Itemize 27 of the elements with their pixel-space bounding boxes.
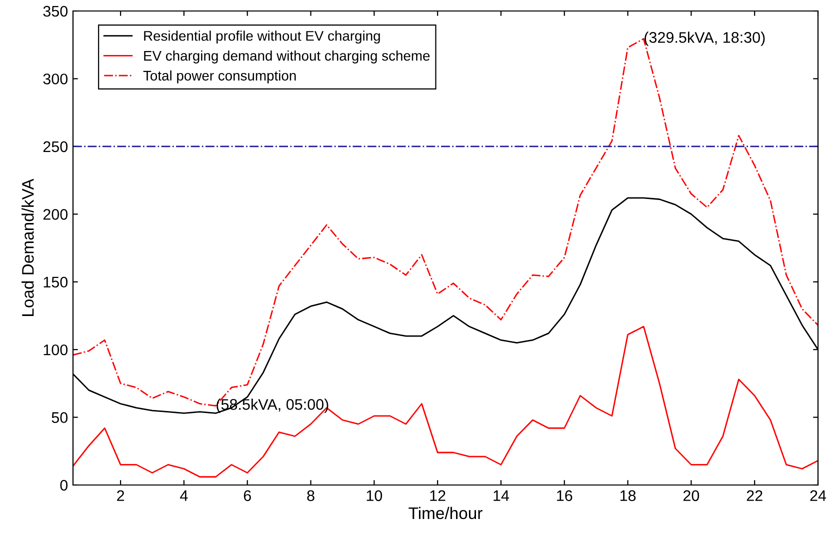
x-tick-label: 4 — [180, 490, 188, 501]
y-tick-label: 0 — [60, 480, 68, 491]
y-axis-title: Load Demand/kVA — [22, 178, 34, 316]
y-tick-label: 100 — [44, 344, 68, 356]
x-axis-title: Time/hour — [408, 506, 482, 520]
x-tick-label: 18 — [620, 490, 636, 502]
x-tick-label: 6 — [244, 490, 251, 502]
x-tick-label: 14 — [494, 490, 510, 501]
x-tick-label: 24 — [810, 490, 826, 501]
x-tick-label: 8 — [307, 490, 314, 502]
y-tick-label: 250 — [43, 141, 68, 152]
x-tick-label: 22 — [746, 490, 762, 501]
annotation: (329.5kVA, 18:30) — [644, 32, 765, 46]
y-tick-label: 200 — [43, 209, 68, 220]
y-tick-label: 50 — [52, 412, 68, 423]
legend-label: EV charging demand without charging scheme — [144, 50, 430, 64]
x-tick-label: 10 — [366, 490, 382, 502]
y-tick-label: 300 — [43, 74, 68, 84]
x-tick-label: 20 — [683, 490, 700, 502]
y-tick-label: 150 — [44, 276, 68, 288]
x-tick-label: 2 — [117, 490, 124, 501]
legend-label: Residential profile without EV charging — [144, 30, 380, 44]
x-tick-label: 16 — [557, 490, 572, 502]
x-tick-label: 12 — [430, 490, 446, 501]
line-series — [73, 326, 818, 478]
y-tick-label: 350 — [43, 6, 68, 17]
legend-label: Total power consumption — [143, 70, 296, 84]
